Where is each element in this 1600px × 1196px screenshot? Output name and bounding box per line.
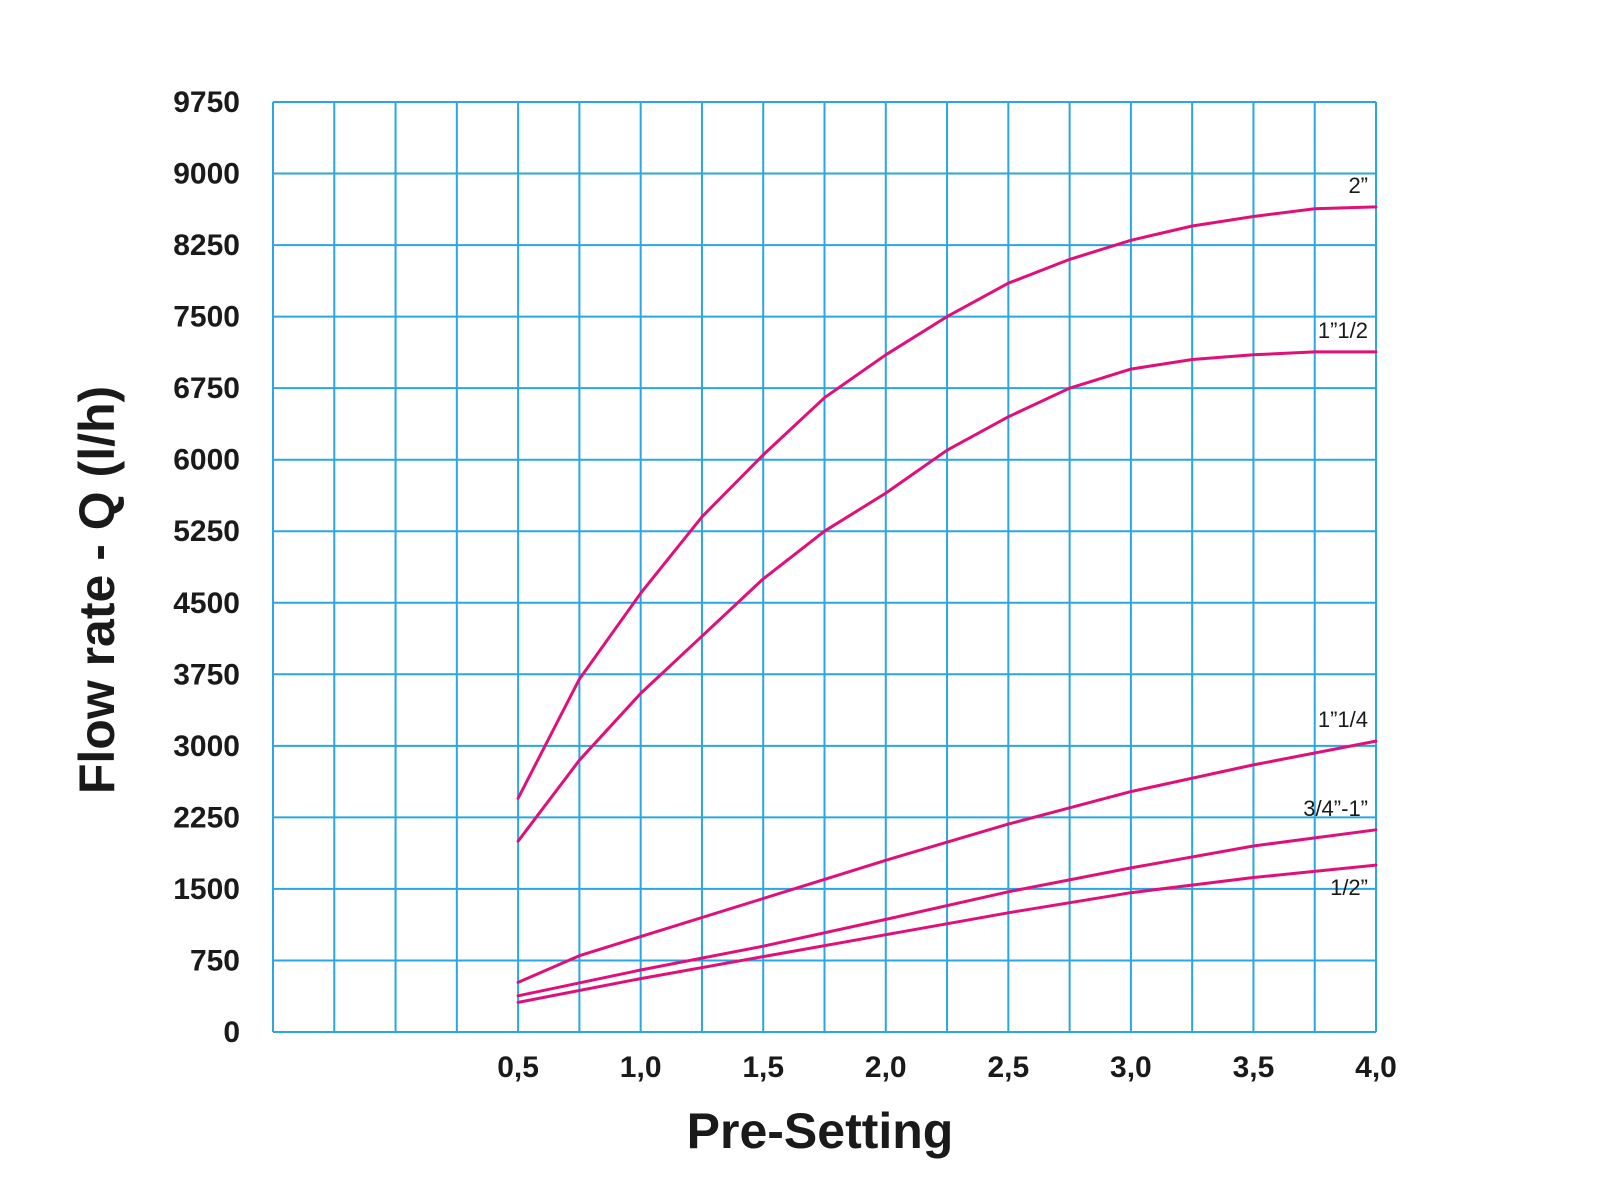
y-tick-label: 750 (190, 944, 240, 977)
x-tick-label: 2,5 (987, 1051, 1029, 1084)
x-tick-label: 1,5 (742, 1051, 784, 1084)
series-line (516, 739, 1378, 984)
y-tick-label: 1500 (173, 873, 240, 906)
series-label: 2” (1348, 173, 1368, 198)
series-label: 3/4”-1” (1303, 796, 1368, 821)
x-tick-label: 3,5 (1233, 1051, 1275, 1084)
y-tick-label: 9000 (173, 158, 240, 191)
series-line (516, 350, 1378, 843)
y-tick-label: 8250 (173, 229, 240, 262)
x-tick-label: 1,0 (620, 1051, 662, 1084)
x-axis-title: Pre-Setting (687, 1103, 954, 1159)
series-label: 1/2” (1330, 875, 1368, 900)
x-tick-label: 2,0 (865, 1051, 907, 1084)
x-tick-label: 3,0 (1110, 1051, 1152, 1084)
y-axis-title: Flow rate - Q (l/h) (69, 386, 125, 794)
series-line (516, 205, 1378, 800)
x-tick-label: 0,5 (497, 1051, 539, 1084)
series-line (516, 863, 1378, 1004)
chart-grid (272, 101, 1377, 1033)
y-tick-label: 4500 (173, 587, 240, 620)
series-label: 1”1/2 (1318, 318, 1368, 343)
series-label: 1”1/4 (1318, 707, 1368, 732)
y-tick-label: 0 (223, 1016, 240, 1049)
series-labels: 2” 1”1/2 1”1/4 3/4”-1” 1/2” (1303, 173, 1368, 900)
y-tick-label: 9750 (173, 86, 240, 119)
series-line (516, 828, 1378, 998)
y-tick-label: 3000 (173, 730, 240, 763)
y-tick-label: 6000 (173, 444, 240, 477)
x-tick-label: 4,0 (1355, 1051, 1397, 1084)
y-axis-ticks: 0 750 1500 2250 3000 3750 4500 5250 6000 6750 7500… (173, 86, 240, 1049)
x-axis-ticks: 0,5 1,0 1,5 2,0 2,5 3,0 3,5 4,0 (497, 1051, 1397, 1084)
y-tick-label: 6750 (173, 372, 240, 405)
series-lines (516, 205, 1378, 1004)
y-tick-label: 5250 (173, 515, 240, 548)
y-tick-label: 7500 (173, 301, 240, 334)
y-tick-label: 2250 (173, 801, 240, 834)
y-tick-label: 3750 (173, 658, 240, 691)
